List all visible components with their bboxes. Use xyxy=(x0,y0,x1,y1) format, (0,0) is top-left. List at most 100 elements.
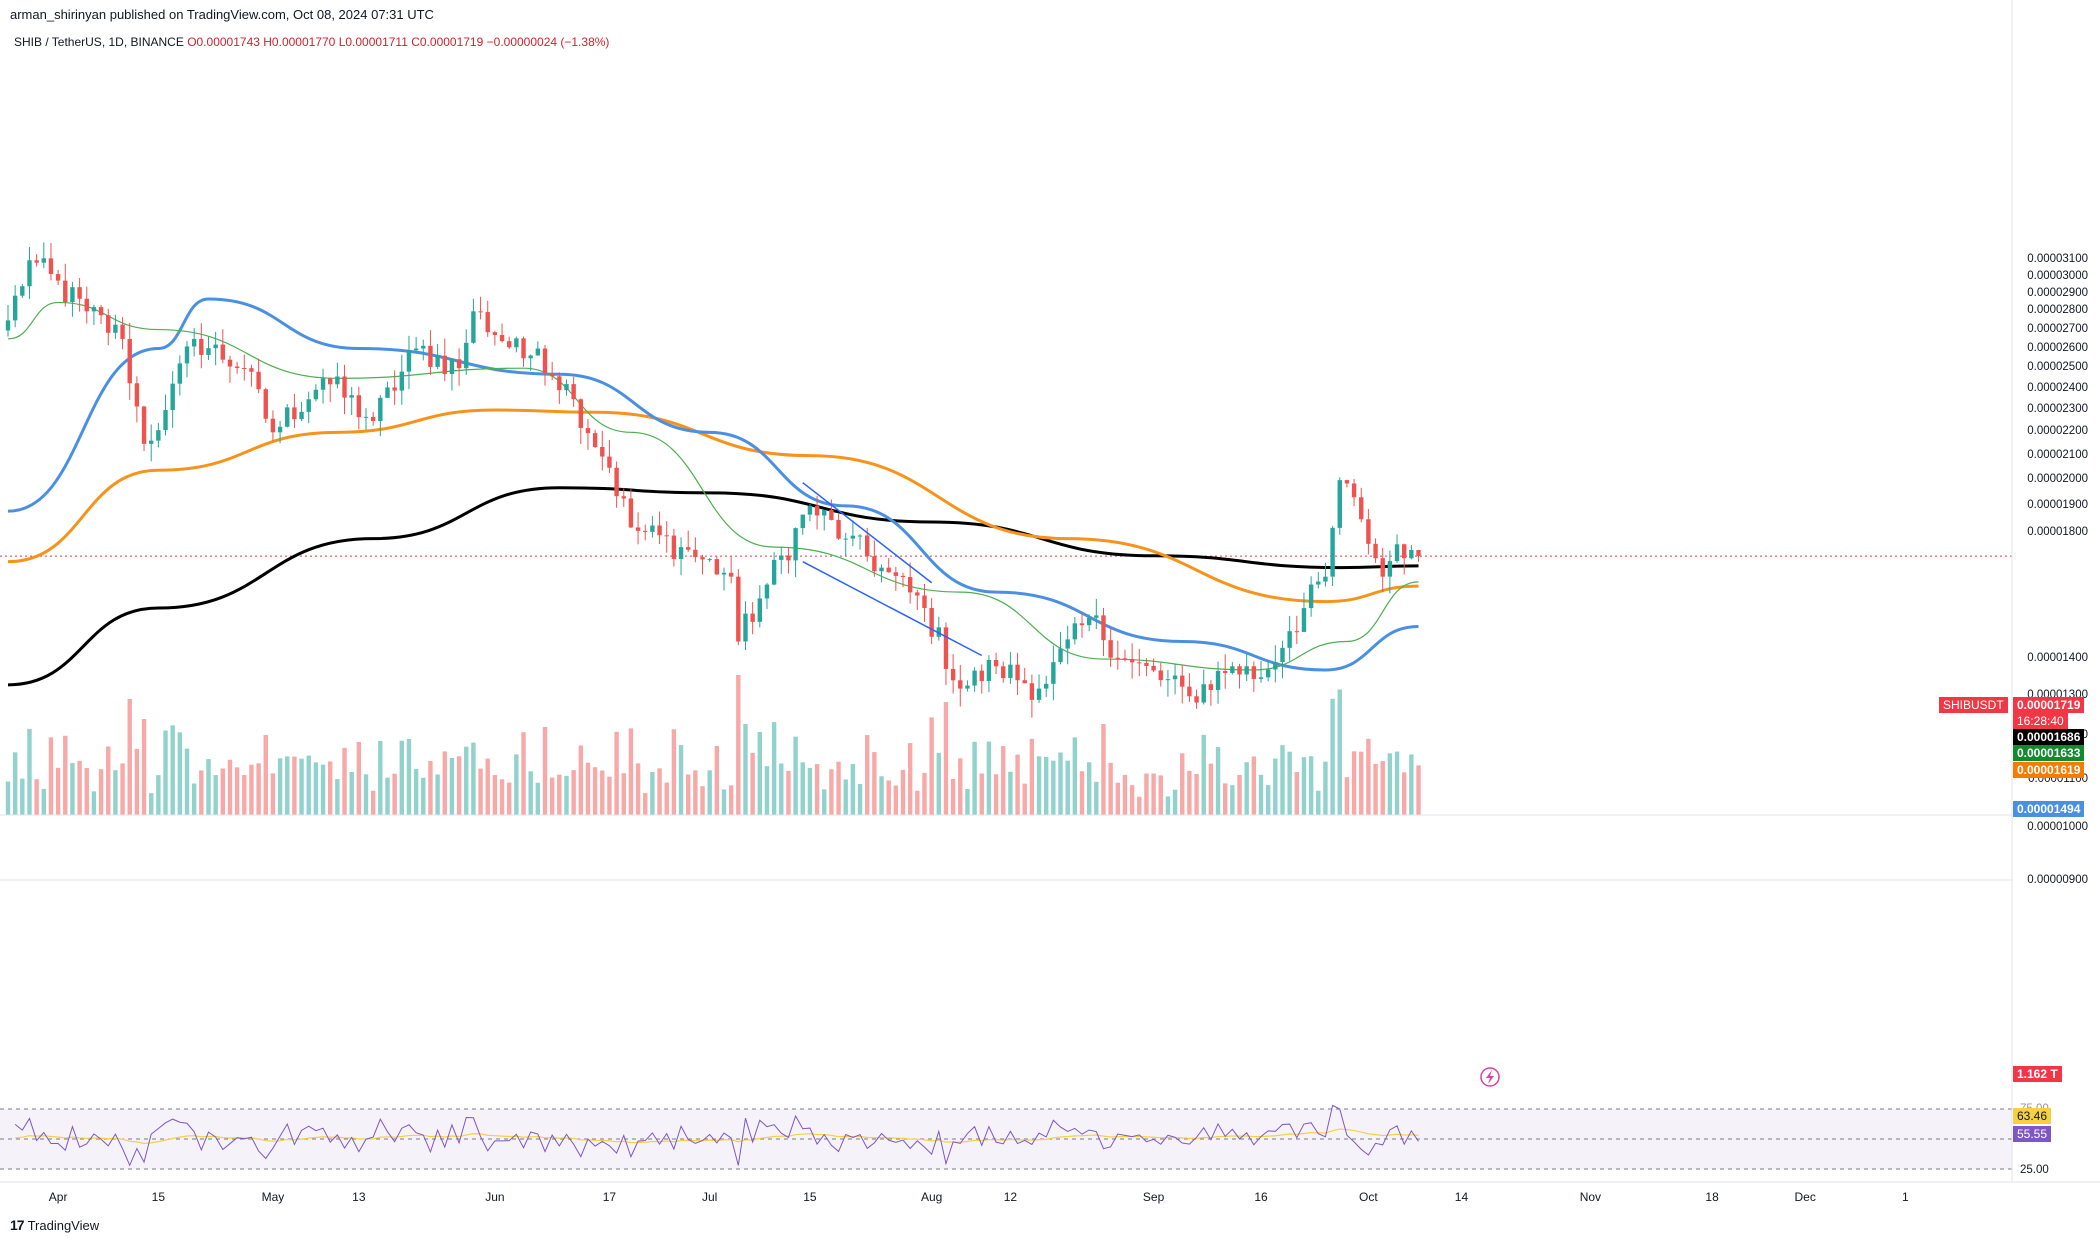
candle xyxy=(757,585,762,628)
volume-bar xyxy=(227,759,233,815)
volume-bar xyxy=(972,741,977,815)
volume-bar xyxy=(1129,785,1135,815)
alert-lightning-icon[interactable] xyxy=(1480,1067,1500,1087)
volume-bar xyxy=(499,779,505,815)
volume-bar xyxy=(807,767,813,815)
volume-bar xyxy=(5,781,11,815)
candle xyxy=(643,524,648,541)
candle xyxy=(20,283,25,298)
candle xyxy=(106,308,111,346)
candle xyxy=(850,520,856,547)
symbol-name[interactable]: SHIB / TetherUS, 1D, BINANCE xyxy=(14,35,184,49)
candle xyxy=(822,509,827,531)
candle xyxy=(456,348,462,386)
volume-bar xyxy=(478,768,483,815)
volume-bar xyxy=(1058,752,1063,815)
candle xyxy=(829,499,834,521)
candle xyxy=(657,511,662,544)
candle xyxy=(907,562,913,604)
volume-bar xyxy=(356,742,362,815)
volume-bar xyxy=(585,762,591,815)
candle xyxy=(1208,680,1214,706)
candle xyxy=(721,567,727,591)
moving-average-lines xyxy=(7,297,1419,687)
price-axis-label: 0.00001400 xyxy=(2027,652,2088,665)
volume-bar xyxy=(306,755,311,815)
candle xyxy=(134,376,140,423)
volume-bar xyxy=(1165,796,1171,815)
volume-bar xyxy=(1394,751,1400,815)
volume-bar xyxy=(850,764,856,815)
volume-bar xyxy=(428,760,433,815)
volume-bar xyxy=(814,764,820,815)
volume-bar xyxy=(728,785,734,815)
candle xyxy=(1172,663,1178,695)
volume-bar xyxy=(292,756,297,815)
candle xyxy=(1387,550,1393,594)
candle xyxy=(764,582,770,610)
volume-bar xyxy=(1273,758,1278,815)
volume-bar xyxy=(628,728,634,815)
volume-bar xyxy=(120,763,125,815)
volume-bar xyxy=(48,737,54,815)
candle xyxy=(557,372,562,404)
candle xyxy=(571,376,576,407)
volume-bar xyxy=(234,767,240,815)
volume-bar xyxy=(993,774,999,815)
volume-bar xyxy=(1237,774,1242,815)
volume-bar xyxy=(764,766,770,815)
volume-bar xyxy=(1122,774,1128,815)
volume-bar xyxy=(70,763,75,815)
volume-bar xyxy=(564,775,569,815)
candle xyxy=(972,667,977,692)
time-axis-label: Aug xyxy=(920,1190,943,1204)
volume-bar xyxy=(1387,753,1393,815)
candle xyxy=(1301,592,1307,633)
volume-bar xyxy=(242,775,247,815)
volume-bar xyxy=(392,773,397,815)
candle xyxy=(793,527,798,578)
candle xyxy=(607,439,612,474)
time-axis-label: May xyxy=(261,1190,285,1204)
candle xyxy=(707,557,712,562)
volume-bar xyxy=(1029,738,1035,815)
candle xyxy=(485,300,490,337)
candle xyxy=(1015,652,1020,695)
volume-bar xyxy=(943,702,949,815)
candle xyxy=(943,622,949,686)
volume-bar xyxy=(549,777,555,815)
volume-bar xyxy=(836,761,841,815)
candle xyxy=(356,386,362,430)
candle xyxy=(120,317,125,350)
volume-bar xyxy=(1079,771,1085,815)
candle xyxy=(1230,662,1235,675)
volume-bar xyxy=(771,722,777,815)
candle xyxy=(929,598,934,645)
candle xyxy=(234,361,240,374)
candle xyxy=(392,370,397,405)
volume-bar xyxy=(1230,785,1235,815)
volume-bar xyxy=(1366,738,1371,815)
low-value: L0.00001711 xyxy=(338,35,408,49)
volume-bar xyxy=(141,719,147,815)
tradingview-logo[interactable]: 17 TradingView xyxy=(10,1217,99,1233)
candle xyxy=(363,408,369,430)
candle xyxy=(750,602,755,635)
candle xyxy=(492,330,498,346)
candle xyxy=(950,654,956,694)
volume-bar xyxy=(363,774,369,815)
volume-bar xyxy=(621,773,626,815)
candle xyxy=(1294,615,1299,645)
volume-bar xyxy=(671,729,677,815)
candle xyxy=(48,243,54,281)
volume-bar xyxy=(958,758,963,815)
candle xyxy=(814,495,820,530)
candle xyxy=(614,461,619,508)
time-axis-label: Oct xyxy=(1359,1190,1378,1204)
candle xyxy=(1151,658,1156,673)
candle xyxy=(91,304,97,326)
volume-bar xyxy=(1072,737,1078,815)
candle xyxy=(177,355,183,396)
candle xyxy=(936,616,941,641)
